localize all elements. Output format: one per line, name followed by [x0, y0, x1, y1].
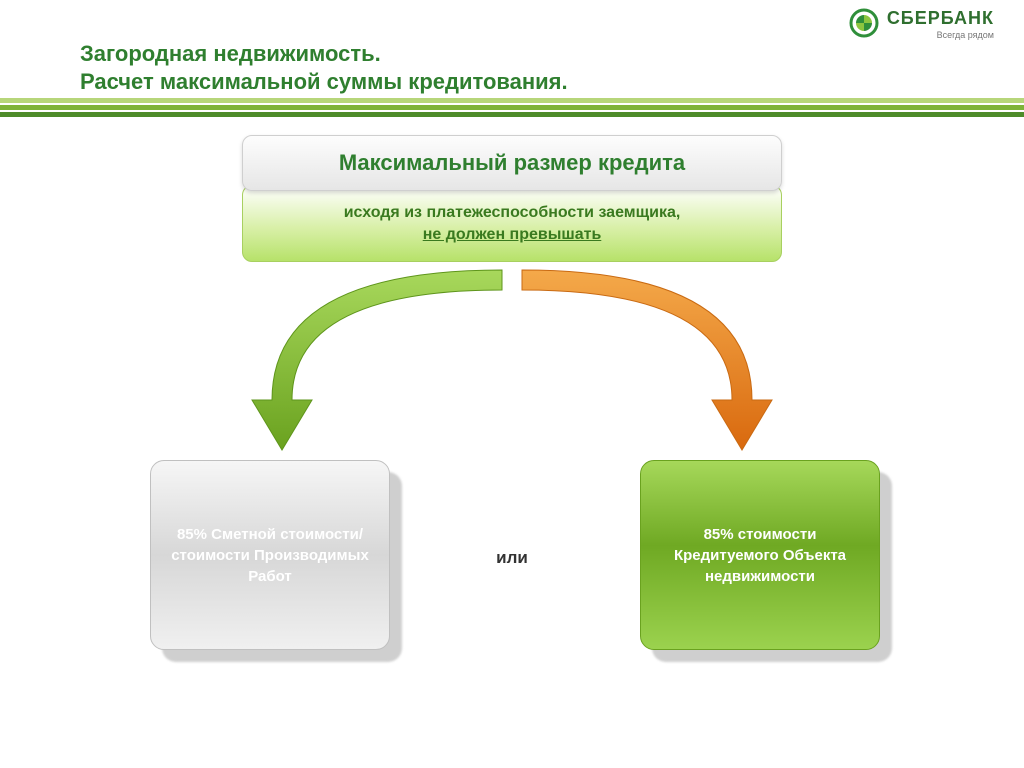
- max-loan-box: Максимальный размер кредита исходя из пл…: [242, 135, 782, 262]
- split-arrows: [162, 260, 862, 480]
- or-label: или: [0, 548, 1024, 568]
- arrow-right-icon: [522, 270, 772, 450]
- page-title: Загородная недвижимость. Расчет максимал…: [80, 40, 964, 95]
- header: Загородная недвижимость. Расчет максимал…: [0, 0, 1024, 95]
- stripe-3: [0, 112, 1024, 117]
- arrow-left-icon: [252, 270, 502, 450]
- title-line-2: Расчет максимальной суммы кредитования.: [80, 68, 964, 96]
- max-loan-subtitle: исходя из платежеспособности заемщика, н…: [242, 185, 782, 262]
- subtitle-line-1: исходя из платежеспособности заемщика,: [344, 204, 681, 221]
- header-stripes: [0, 98, 1024, 117]
- subtitle-line-2: не должен превышать: [423, 226, 602, 243]
- title-line-1: Загородная недвижимость.: [80, 40, 964, 68]
- max-loan-title: Максимальный размер кредита: [242, 135, 782, 191]
